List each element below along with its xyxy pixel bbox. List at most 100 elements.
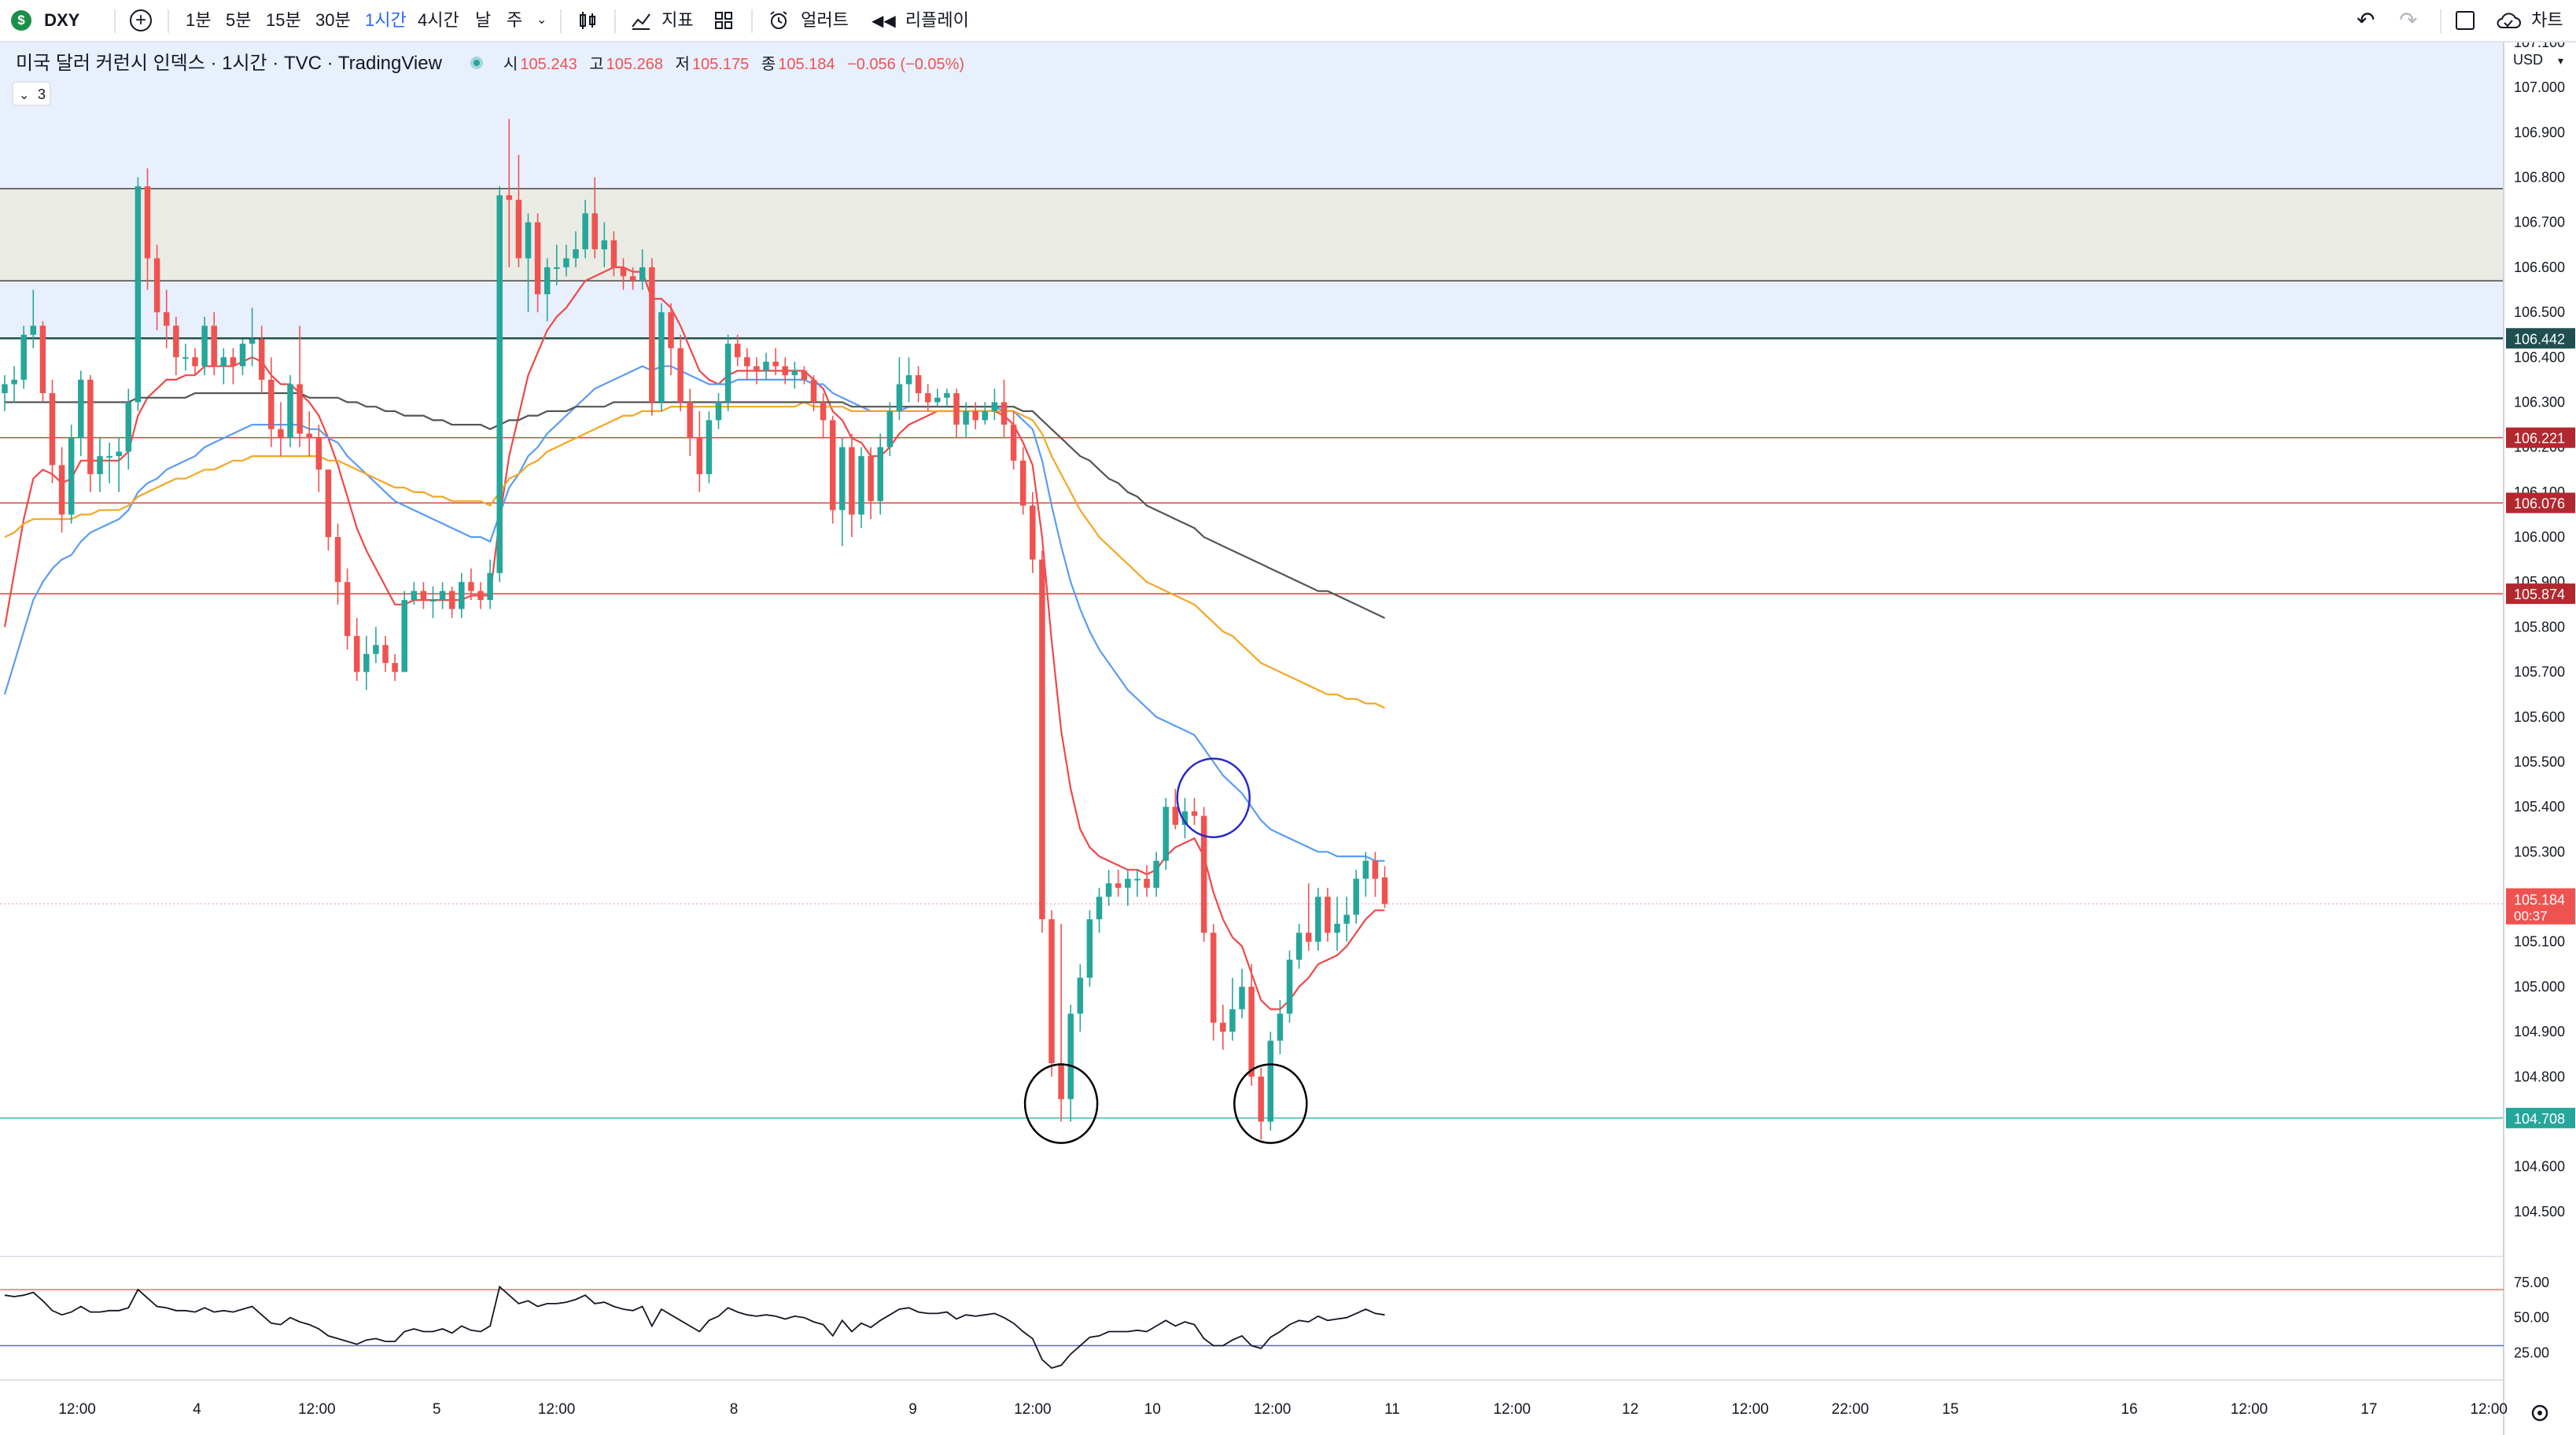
undo-button[interactable]: ↶ — [2357, 0, 2375, 41]
compare-button[interactable]: + — [130, 0, 152, 41]
candle — [459, 572, 465, 618]
save-chart-button[interactable]: 차트 — [2495, 0, 2563, 41]
candle-body — [1362, 860, 1369, 879]
interval-dropdown[interactable]: ⌄ — [536, 0, 547, 41]
moving-average-black — [5, 392, 1385, 619]
candle — [1277, 1000, 1284, 1054]
cloud-check-icon — [2497, 13, 2521, 28]
chart-type-button[interactable] — [577, 0, 599, 41]
candle — [1115, 870, 1122, 897]
candle-body — [1229, 1009, 1236, 1032]
interval-1h[interactable]: 1시간 — [365, 10, 407, 30]
candle-body — [20, 334, 27, 380]
candle — [554, 245, 560, 285]
interval-1m[interactable]: 1분 — [186, 10, 212, 30]
candle-body — [439, 591, 446, 601]
currency-label[interactable]: USD — [2513, 52, 2543, 68]
time-tick-label: 12:00 — [2231, 1401, 2268, 1418]
candle — [1048, 910, 1055, 1077]
candle — [211, 312, 217, 376]
candle-body — [334, 537, 341, 583]
close-value: 105.184 — [778, 56, 835, 73]
fullscreen-button[interactable] — [2456, 0, 2475, 41]
symbol-search[interactable]: $ DXY — [11, 0, 79, 41]
settings-button[interactable] — [2531, 1404, 2548, 1422]
candle — [297, 326, 303, 447]
time-tick-label: 12:00 — [1254, 1401, 1292, 1418]
candle-body — [306, 433, 312, 439]
candle — [363, 635, 370, 690]
candle — [258, 326, 265, 394]
layouts-button[interactable] — [713, 0, 735, 41]
candle-body — [68, 438, 75, 515]
candle — [963, 402, 969, 439]
candle-body — [791, 370, 798, 376]
open-label: 시 — [503, 56, 518, 73]
candle — [468, 568, 474, 601]
collapse-indicators-button[interactable] — [12, 81, 51, 106]
interval-30m[interactable]: 30분 — [315, 10, 351, 30]
candle — [953, 388, 960, 439]
candle — [658, 303, 665, 411]
candle — [448, 586, 455, 618]
candle — [1362, 852, 1369, 897]
candle — [1381, 866, 1388, 908]
gear-icon-center — [2537, 1411, 2542, 1415]
annotation-circle[interactable] — [1233, 1063, 1308, 1144]
price-tick-label: 106.500 — [2514, 304, 2565, 320]
candle — [591, 177, 598, 259]
candle-body — [820, 402, 827, 421]
candle — [573, 231, 579, 267]
redo-button[interactable]: ↷ — [2399, 0, 2417, 41]
candle — [944, 388, 950, 407]
legend-ohlc: 시 105.243 고 105.268 저 105.175 종 105.184 −0.0… — [503, 55, 964, 73]
candle — [791, 362, 798, 389]
price-tick-label: 105.100 — [2514, 934, 2565, 950]
candle-body — [1315, 896, 1321, 942]
candle-body — [201, 326, 208, 366]
candle — [325, 469, 332, 551]
close-label: 종 — [761, 56, 776, 73]
price-tick-label: 106.400 — [2514, 349, 2565, 365]
candle-body — [211, 326, 217, 366]
candle-body — [525, 222, 532, 259]
candle-body — [448, 591, 455, 609]
price-label-text: 104.708 — [2514, 1111, 2565, 1127]
replay-button[interactable]: ◀◀ 리플레이 — [872, 0, 969, 41]
interval-day[interactable]: 날 — [475, 10, 492, 30]
rsi-line — [4, 1285, 1385, 1369]
candle-body — [1325, 896, 1331, 933]
alert-button[interactable]: 얼러트 — [768, 0, 849, 41]
indicators-button[interactable]: 지표 — [630, 0, 694, 41]
candle — [1172, 789, 1179, 830]
candle-body — [1372, 860, 1379, 879]
candle — [78, 370, 84, 457]
interval-week[interactable]: 주 — [507, 10, 523, 30]
interval-5m[interactable]: 5분 — [226, 10, 252, 30]
candle — [1030, 491, 1036, 573]
candle-body — [706, 420, 713, 474]
candle — [106, 442, 112, 484]
dollar-icon: $ — [11, 9, 31, 31]
candle-body — [591, 213, 598, 250]
candle — [810, 375, 817, 411]
chart-area[interactable]: 75.00 50.00 25.00 107.100 107.000 106.900 106… — [0, 42, 2576, 1435]
candle — [515, 154, 522, 267]
candle — [30, 289, 37, 348]
candle — [744, 348, 750, 380]
interval-15m[interactable]: 15분 — [266, 10, 301, 30]
annotation-circle[interactable] — [1023, 1063, 1099, 1144]
price-tick-label: 106.700 — [2514, 215, 2565, 230]
candle-body — [868, 456, 874, 502]
candle-body — [649, 267, 655, 403]
candle-body — [192, 357, 198, 366]
candle-body — [477, 591, 484, 601]
candle — [2, 375, 8, 411]
annotation-circle[interactable] — [1176, 757, 1251, 838]
candle-body — [839, 447, 846, 510]
candle — [306, 410, 312, 457]
legend-title: 미국 달러 커런시 인덱스 · 1시간 · TVC · TradingView — [16, 53, 443, 74]
interval-4h[interactable]: 4시간 — [418, 10, 459, 30]
candle — [629, 267, 636, 290]
candle-body — [230, 357, 237, 366]
